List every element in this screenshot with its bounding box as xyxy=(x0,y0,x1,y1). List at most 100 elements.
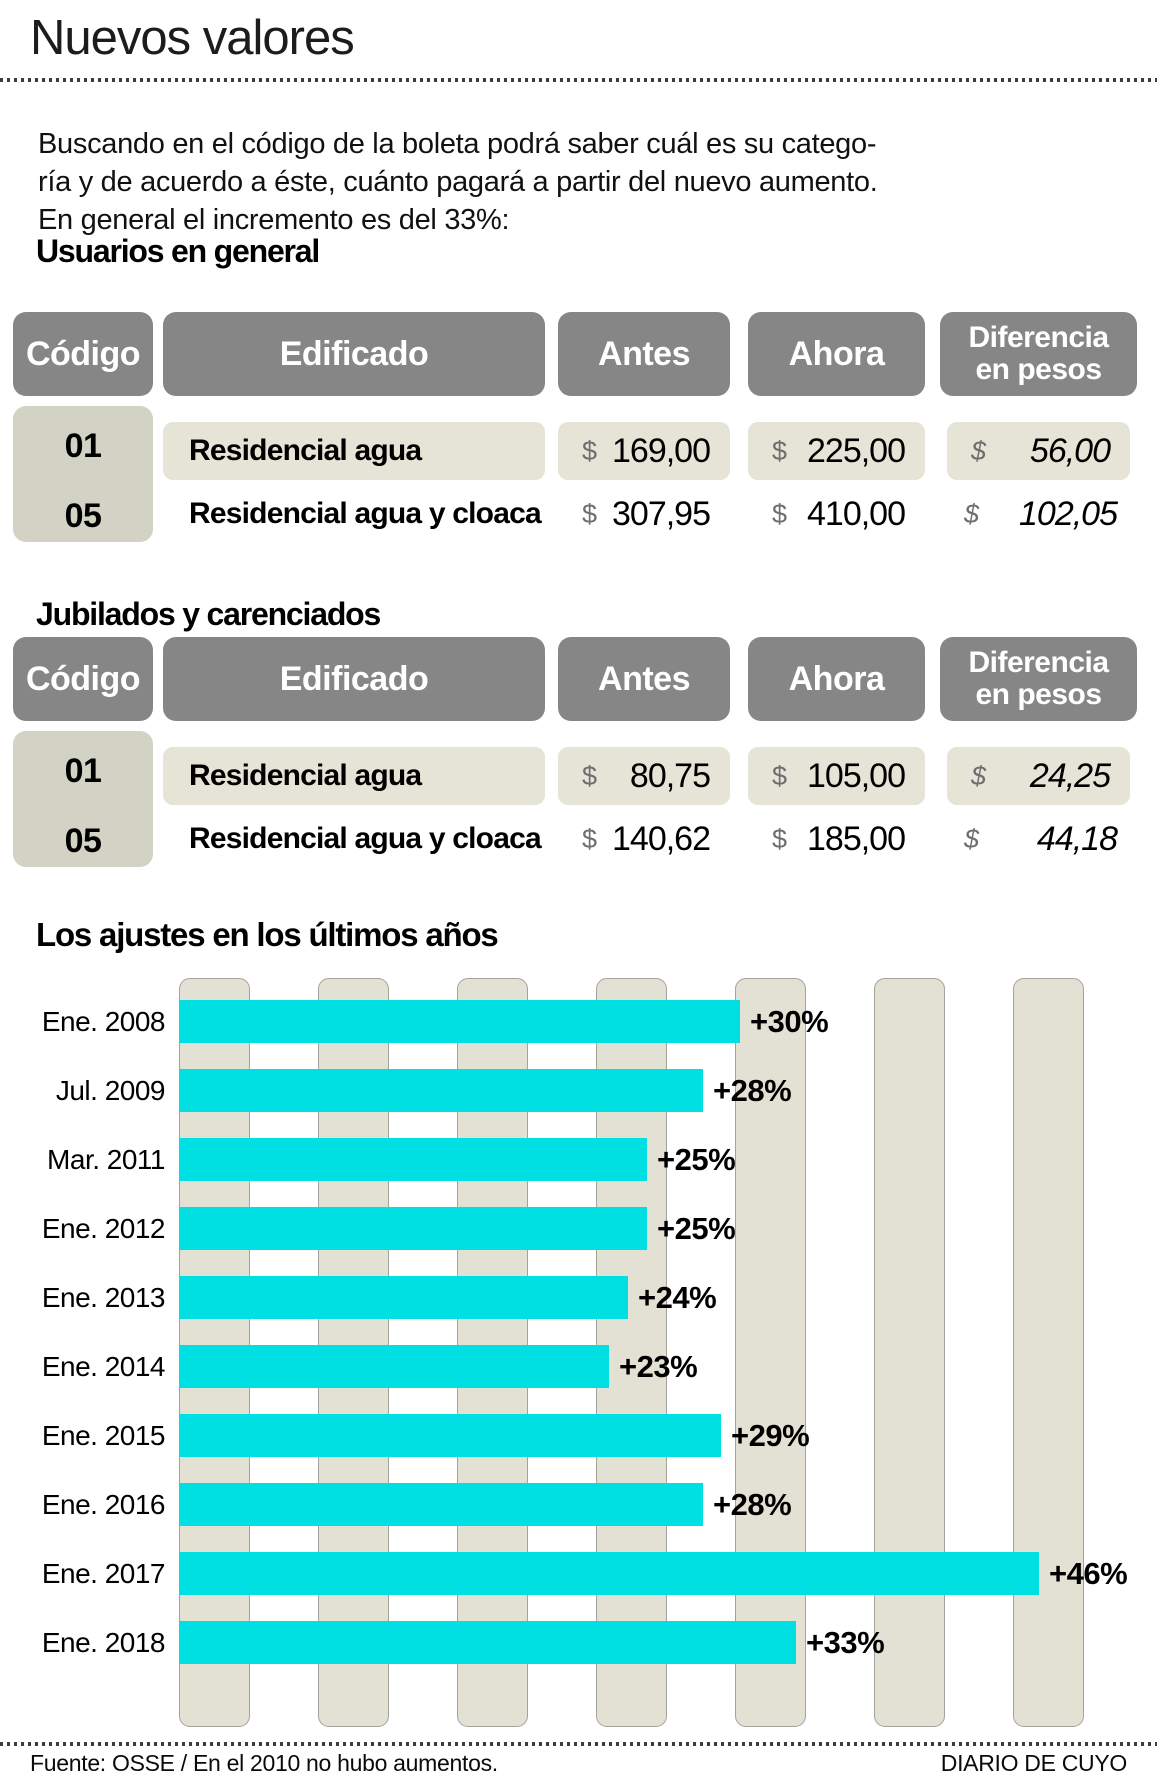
cell-antes: $ 307,95 xyxy=(582,494,711,533)
grid-band xyxy=(735,978,806,1727)
currency-symbol: $ xyxy=(964,498,980,529)
header-cell-antes: Antes xyxy=(558,637,730,721)
currency-symbol: $ xyxy=(582,760,598,791)
currency-symbol: $ xyxy=(772,760,788,791)
bar-value-label: +23% xyxy=(619,1349,698,1384)
bar-value-label: +33% xyxy=(806,1625,885,1660)
header-cell-ahora: Ahora xyxy=(748,637,925,721)
cell-ahora: $ 225,00 xyxy=(748,422,925,480)
category-label: Jul. 2009 xyxy=(55,1075,166,1106)
currency-symbol: $ xyxy=(971,435,987,466)
cell-antes: $ 80,75 xyxy=(558,747,730,805)
category-label: Ene. 2017 xyxy=(41,1558,166,1589)
cell-ahora: $ 185,00 xyxy=(772,819,906,858)
bar-value-label: +46% xyxy=(1049,1556,1128,1591)
table-header-row: Código Edificado Antes Ahora Diferencia … xyxy=(0,637,1157,721)
currency-symbol: $ xyxy=(582,435,598,466)
table-row: Residencial agua y cloaca $ 140,62 $ 185… xyxy=(0,819,1157,859)
currency-symbol: $ xyxy=(582,498,598,529)
cell-diferencia: $ 56,00 xyxy=(947,422,1130,480)
intro-line: En general el incremento es del 33%: xyxy=(38,204,510,236)
table-row: Residencial agua $ 169,00 $ 225,00 $ 56,… xyxy=(0,422,1157,480)
currency-symbol: $ xyxy=(582,823,598,854)
cell-antes: $ 140,62 xyxy=(582,819,711,858)
chart-section: Los ajustes en los últimos años Ene. 200… xyxy=(0,918,1157,1729)
table-body: 01 05 Residencial agua $ 80,75 $ 105,00 … xyxy=(0,731,1157,881)
cell-edificado: Residencial agua y cloaca xyxy=(189,497,542,530)
codigo-cell: 01 05 xyxy=(13,406,153,542)
cell-edificado: Residencial agua y cloaca xyxy=(189,822,542,855)
bar xyxy=(179,1069,703,1112)
table-section-jubilados: Jubilados y carenciados Código Edificado… xyxy=(0,598,1157,881)
codigo-value: 05 xyxy=(64,497,102,535)
table-heading: Usuarios en general xyxy=(36,233,320,269)
codigo-value: 05 xyxy=(64,822,102,860)
bar xyxy=(179,1276,628,1319)
bar-value-label: +28% xyxy=(713,1487,792,1522)
category-label: Mar. 2011 xyxy=(47,1144,165,1175)
currency-symbol: $ xyxy=(964,823,980,854)
cell-antes: $ 169,00 xyxy=(558,422,730,480)
bar-value-label: +24% xyxy=(638,1280,717,1315)
cell-diferencia: $ 102,05 xyxy=(964,494,1118,533)
header-cell-codigo: Código xyxy=(13,312,153,396)
table-body: 01 05 Residencial agua $ 169,00 $ 225,00… xyxy=(0,406,1157,556)
footer: Fuente: OSSE / En el 2010 no hubo aument… xyxy=(30,1750,1127,1772)
bar xyxy=(179,1207,647,1250)
grid-band xyxy=(874,978,945,1727)
category-label: Ene. 2015 xyxy=(41,1420,166,1451)
chart-title: Los ajustes en los últimos años xyxy=(36,916,499,953)
intro-line: ría y de acuerdo a éste, cuánto pagará a… xyxy=(38,166,878,198)
codigo-value: 01 xyxy=(64,752,102,790)
codigo-value: 01 xyxy=(64,427,102,465)
bottom-divider xyxy=(0,1742,1157,1746)
cell-ahora: $ 410,00 xyxy=(772,494,906,533)
intro-line: Buscando en el código de la boleta podrá… xyxy=(38,128,877,160)
header-cell-ahora: Ahora xyxy=(748,312,925,396)
intro-paragraph: Buscando en el código de la boleta podrá… xyxy=(38,125,1137,239)
bar-value-label: +29% xyxy=(731,1418,810,1453)
category-label: Ene. 2014 xyxy=(41,1351,166,1382)
category-label: Ene. 2008 xyxy=(41,1006,166,1037)
header-cell-edificado: Edificado xyxy=(163,637,545,721)
bar-value-label: +25% xyxy=(657,1142,736,1177)
page-title: Nuevos valores xyxy=(30,11,355,65)
table-heading: Jubilados y carenciados xyxy=(36,596,381,632)
table-section-usuarios-general: Usuarios en general Código Edificado Ant… xyxy=(0,235,1157,556)
bar xyxy=(179,1414,721,1457)
category-label: Ene. 2016 xyxy=(41,1489,166,1520)
currency-symbol: $ xyxy=(772,435,788,466)
cell-edificado: Residencial agua xyxy=(163,747,545,805)
category-label: Ene. 2018 xyxy=(41,1627,166,1658)
bar xyxy=(179,1000,740,1043)
bar-value-label: +28% xyxy=(713,1073,792,1108)
bar-chart: Ene. 2008 +30% Jul. 2009 +28% Mar. 2011 +25% E… xyxy=(0,978,1157,1729)
top-divider xyxy=(0,78,1157,82)
header-cell-antes: Antes xyxy=(558,312,730,396)
header-cell-diferencia: Diferencia en pesos xyxy=(940,312,1137,396)
cell-diferencia: $ 24,25 xyxy=(947,747,1130,805)
bar xyxy=(179,1345,609,1388)
currency-symbol: $ xyxy=(772,823,788,854)
category-label: Ene. 2012 xyxy=(41,1213,166,1244)
bar xyxy=(179,1483,703,1526)
header-cell-edificado: Edificado xyxy=(163,312,545,396)
cell-edificado: Residencial agua xyxy=(163,422,545,480)
header-cell-codigo: Código xyxy=(13,637,153,721)
table-row: Residencial agua $ 80,75 $ 105,00 $ 24,2… xyxy=(0,747,1157,805)
bar-value-label: +30% xyxy=(750,1004,829,1039)
currency-symbol: $ xyxy=(772,498,788,529)
category-label: Ene. 2013 xyxy=(41,1282,166,1313)
header-cell-diferencia: Diferencia en pesos xyxy=(940,637,1137,721)
bar xyxy=(179,1552,1039,1595)
credit: DIARIO DE CUYO xyxy=(940,1750,1128,1772)
bar xyxy=(179,1621,796,1664)
table-header-row: Código Edificado Antes Ahora Diferencia … xyxy=(0,312,1157,396)
bar-value-label: +25% xyxy=(657,1211,736,1246)
bar xyxy=(179,1138,647,1181)
grid-band xyxy=(1013,978,1084,1727)
source-note: Fuente: OSSE / En el 2010 no hubo aument… xyxy=(30,1750,498,1772)
cell-ahora: $ 105,00 xyxy=(748,747,925,805)
currency-symbol: $ xyxy=(971,760,987,791)
